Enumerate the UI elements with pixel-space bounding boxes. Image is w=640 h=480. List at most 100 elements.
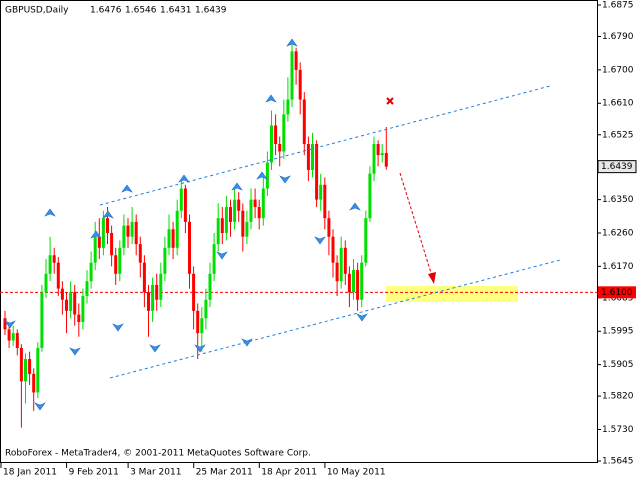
candle-body [110,233,114,256]
plot-frame [0,0,598,463]
x-tick-label: 9 Feb 2011 [69,468,119,478]
candle-body [171,229,175,248]
candle-body [56,262,60,289]
y-tick-label: 1.5995 [602,327,634,337]
ohlc-close: 1.6439 [195,6,227,16]
candle-body [282,114,286,152]
candle-body [81,296,85,322]
candle-body [32,373,36,393]
candle-body [28,359,32,374]
candle-body [138,244,142,263]
candle-body [204,299,208,319]
candle-body [290,51,294,100]
candle-body [65,299,68,311]
x-tick-label: 10 May 2011 [327,468,386,478]
candle-body [356,270,360,300]
candle-body [188,221,191,274]
candle-body [208,273,212,300]
candle-body [196,310,200,334]
candle-body [151,284,155,311]
candle-body [11,333,15,341]
ohlc-high: 1.6546 [125,6,157,16]
candle-body [306,144,310,170]
candle-body [163,247,167,274]
level-label: 1.6100 [601,288,633,298]
candle-body [224,207,228,233]
candle-body [237,199,241,211]
candle-body [167,229,171,248]
candle-body [134,221,138,245]
candle-body [249,199,253,222]
candle-body [24,359,27,382]
candle-body [360,262,364,300]
candle-body [233,199,237,222]
candle-body [48,255,52,274]
y-tick-label: 1.5820 [602,392,634,402]
candle-body [319,184,323,200]
candle-body [118,247,122,274]
candle-body [265,162,269,189]
candle-body [85,281,89,297]
candle-body [376,144,380,156]
x-tick-label: 25 Mar 2011 [196,468,253,478]
y-tick-label: 1.5905 [602,360,634,370]
candle-body [69,292,73,311]
level-box [598,286,636,299]
candle-body [298,69,302,100]
candle-body [286,99,290,115]
target-zone [386,286,518,302]
candle-body [311,144,314,170]
y-tick-label: 1.6790 [602,32,634,42]
x-tick-label: 3 Mar 2011 [130,468,181,478]
candle-body [179,188,183,211]
forecast-arrow-head [428,272,436,284]
candle-body [335,262,339,282]
candle-body [130,221,134,237]
candle-body [19,347,23,382]
candle-body [278,144,282,152]
candle-body [142,262,146,293]
target-mark [386,97,394,105]
y-tick-label: 1.6610 [602,99,634,109]
candle-body [245,221,249,237]
last-price-label: 1.6439 [601,162,633,172]
y-tick-label: 1.5645 [602,457,634,467]
candle-body [302,99,306,145]
candle-body [352,270,355,293]
candle-body [212,244,216,274]
plot [0,43,597,428]
candle-body [7,329,11,341]
candle-body [364,218,368,263]
x-tick-label: 18 Jan 2011 [3,468,57,478]
candle-body [114,255,118,274]
candle-body [44,273,48,293]
candle-body [159,273,163,300]
candle-body [89,262,93,282]
candle-body [220,218,224,233]
y-tick-label: 1.6700 [602,65,634,75]
candle-body [73,292,77,315]
candle-body [331,236,335,263]
ohlc-low: 1.6431 [160,6,192,16]
candle-body [183,188,187,222]
candle-body [77,314,81,322]
candle-body [192,273,196,311]
candle-body [36,347,40,393]
y-tick-label: 1.6085 [602,293,634,303]
candle-body [97,236,101,248]
candle-body [384,152,388,167]
candle-body [343,247,347,274]
candle-body [274,125,278,145]
y-tick-label: 1.5730 [602,425,634,435]
candle-body [253,199,257,208]
y-tick-label: 1.6260 [602,229,634,239]
candle-body [60,288,64,300]
candle-body [101,218,105,248]
candle-body [93,236,97,263]
candle-body [229,207,232,222]
candle-body [52,255,56,263]
candle-body [200,318,204,334]
candle-body [126,225,130,237]
candle-body [339,247,343,282]
